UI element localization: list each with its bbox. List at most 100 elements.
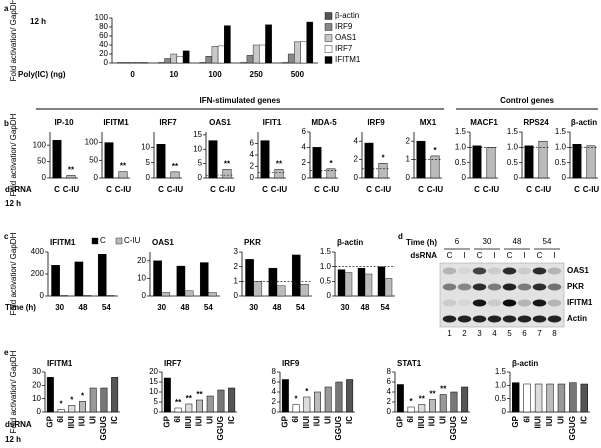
bar bbox=[418, 404, 426, 413]
x-tick-label: IUI bbox=[313, 416, 322, 426]
x-tick-label: 6I bbox=[173, 416, 182, 423]
bar bbox=[106, 295, 115, 297]
time-value: 30 bbox=[483, 237, 492, 246]
bar bbox=[430, 155, 440, 179]
lane-number: 5 bbox=[507, 329, 512, 338]
bar bbox=[59, 295, 69, 297]
legend-label: C-IU bbox=[124, 236, 141, 245]
bar bbox=[538, 140, 548, 179]
x-tick-label: C bbox=[210, 185, 216, 194]
y-tick-label: 0 bbox=[387, 407, 392, 416]
bar bbox=[357, 267, 366, 297]
blot-band bbox=[532, 299, 547, 307]
subplot-title: β-actin bbox=[571, 118, 597, 127]
y-tick-label: 4 bbox=[302, 142, 307, 151]
bar bbox=[314, 391, 321, 413]
bar bbox=[346, 379, 354, 413]
time-value: 54 bbox=[543, 237, 552, 246]
x-tick-label: IUI bbox=[195, 416, 204, 426]
bar bbox=[199, 262, 209, 297]
x-tick-label: 54 bbox=[381, 303, 390, 312]
blot-band bbox=[532, 283, 547, 291]
y-tick-label: 20 bbox=[137, 256, 146, 265]
y-tick-label: 100 bbox=[33, 140, 47, 149]
bar bbox=[245, 259, 254, 297]
subplot-title: MDA-5 bbox=[311, 118, 337, 127]
y-tick-label: 100 bbox=[95, 13, 109, 22]
y-tick-label: 0 bbox=[354, 173, 359, 182]
x-tick-label: 48 bbox=[273, 303, 282, 312]
y-tick-label: 2 bbox=[272, 397, 277, 406]
x-tick-label: IIUI bbox=[184, 416, 193, 428]
x-tick-label: 100 bbox=[208, 70, 222, 79]
subplot-title: IFIT1 bbox=[263, 118, 282, 127]
lane-number: 7 bbox=[537, 329, 542, 338]
bar bbox=[384, 278, 393, 297]
lane-number: 1 bbox=[447, 329, 452, 338]
y-tick-label: 10 bbox=[193, 144, 202, 153]
y-tick-label: 400 bbox=[31, 247, 45, 256]
row-label: 12 h bbox=[5, 199, 21, 208]
significance: ** bbox=[172, 162, 179, 171]
y-tick-label: 1.5 bbox=[555, 127, 567, 136]
subplot-title: IRF9 bbox=[282, 359, 300, 368]
x-tick-label: 250 bbox=[250, 70, 264, 79]
blot-band bbox=[502, 299, 517, 307]
bar bbox=[377, 266, 386, 297]
y-tick-label: 100 bbox=[85, 138, 99, 147]
y-tick-label: 4 bbox=[354, 136, 359, 145]
x-tick-label: 48 bbox=[79, 303, 88, 312]
blot-band bbox=[517, 315, 532, 323]
blot-band bbox=[457, 267, 472, 275]
x-tick-label: 6I bbox=[291, 416, 300, 423]
x-tick-label: IIUI bbox=[67, 416, 76, 428]
x-tick-label: C-IU bbox=[483, 185, 500, 194]
legend-label: C bbox=[100, 236, 106, 245]
x-tick-label: GGUG bbox=[568, 416, 577, 440]
bar bbox=[211, 46, 219, 64]
x-tick-label: GGUG bbox=[216, 416, 225, 440]
blot-band bbox=[502, 315, 517, 323]
x-tick-label: 48 bbox=[181, 303, 190, 312]
subplot-title: IRF9 bbox=[367, 118, 385, 127]
x-tick-label: IIUI bbox=[534, 416, 543, 428]
blot-band bbox=[442, 299, 457, 307]
bar bbox=[97, 253, 107, 297]
bar bbox=[57, 409, 65, 413]
x-tick-label: GP bbox=[395, 415, 404, 427]
bar bbox=[291, 254, 301, 297]
y-tick-label: 1.0 bbox=[455, 142, 467, 151]
y-tick-label: 0 bbox=[94, 173, 99, 182]
bar bbox=[118, 171, 128, 179]
lane-label: I bbox=[493, 251, 495, 260]
y-tick-label: 1 bbox=[406, 155, 411, 164]
y-tick-label: 2 bbox=[250, 162, 255, 171]
lane-label: I bbox=[463, 251, 465, 260]
x-tick-label: C-IU bbox=[63, 185, 80, 194]
x-tick-label: UI bbox=[557, 416, 566, 424]
legend-label: IRF7 bbox=[335, 44, 353, 53]
bar bbox=[572, 144, 582, 179]
x-tick-label: C-IU bbox=[323, 185, 340, 194]
bar bbox=[344, 272, 353, 297]
bar bbox=[228, 387, 236, 413]
y-tick-label: 0 bbox=[37, 407, 42, 416]
x-tick-label: 30 bbox=[55, 303, 64, 312]
significance: * bbox=[70, 395, 74, 404]
x-tick-label: GP bbox=[280, 415, 289, 427]
bar bbox=[176, 265, 186, 297]
y-tick-label: 0 bbox=[234, 291, 239, 300]
x-tick-label: GGUG bbox=[449, 416, 458, 440]
bar bbox=[164, 58, 171, 64]
bar bbox=[46, 377, 54, 413]
y-axis-label: Fold activation/ GapDH bbox=[9, 350, 18, 433]
bar bbox=[569, 382, 577, 413]
lane-label: C bbox=[537, 251, 543, 260]
x-tick-label: C bbox=[54, 185, 60, 194]
bar bbox=[300, 284, 309, 297]
blot-band bbox=[472, 315, 487, 323]
y-tick-label: 0 bbox=[104, 58, 109, 67]
blot-band bbox=[442, 283, 457, 291]
significance: ** bbox=[186, 394, 193, 403]
x-tick-label: 54 bbox=[296, 303, 305, 312]
